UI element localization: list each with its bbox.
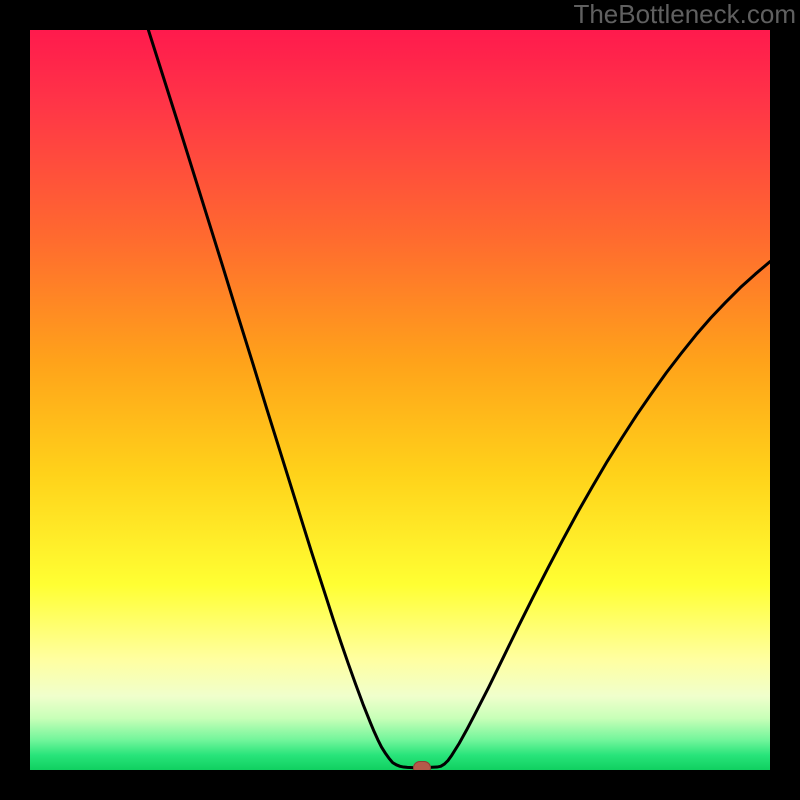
bottleneck-curve-path	[148, 30, 770, 768]
chart-frame: TheBottleneck.com	[0, 0, 800, 800]
optimal-point-marker	[413, 761, 431, 770]
frame-border-right	[770, 0, 800, 800]
watermark-text: TheBottleneck.com	[573, 0, 796, 28]
plot-area	[30, 30, 770, 770]
bottleneck-curve	[30, 30, 770, 770]
frame-border-bottom	[0, 770, 800, 800]
frame-border-left	[0, 0, 30, 800]
